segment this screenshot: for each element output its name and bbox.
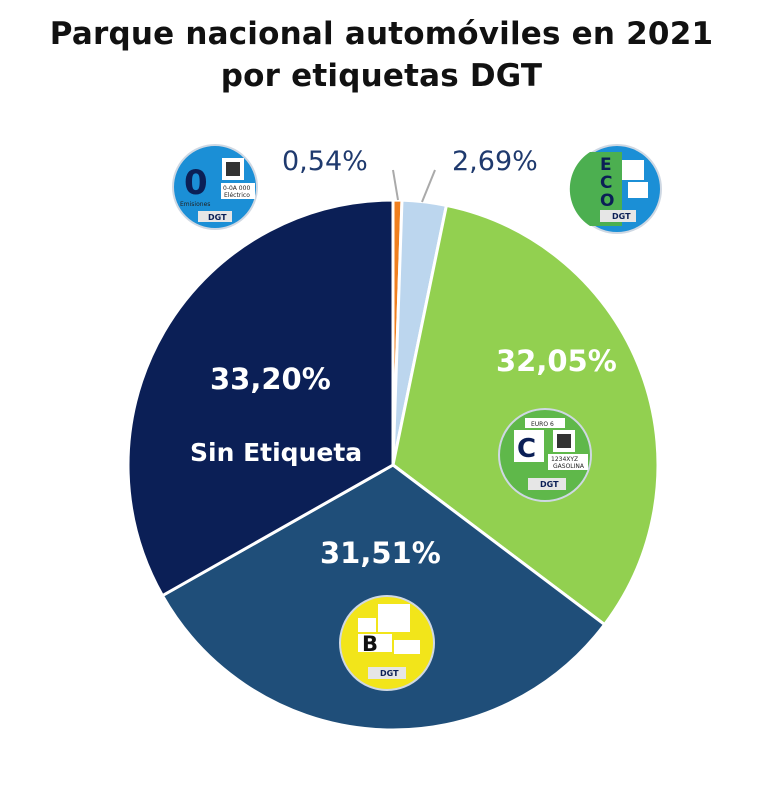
b-badge-brand: DGT — [380, 669, 399, 678]
slice-label-sin: 33,20% — [210, 362, 331, 396]
slice-label-c: 32,05% — [496, 344, 617, 378]
eco-badge-e: E — [600, 155, 612, 175]
eco-badge-brand: DGT — [612, 212, 631, 221]
c-badge-top: EURO 6 — [531, 421, 554, 428]
chart-title: Parque nacional automóviles en 2021 — [49, 16, 714, 52]
dgt-eco-badge-icon: E C O DGT — [569, 144, 662, 234]
dgt-c-badge-icon: EURO 6 C 1234XYZ GASOLINA DGT — [498, 408, 592, 502]
c-badge-fuel: GASOLINA — [553, 463, 585, 470]
slice-name-sin: Sin Etiqueta — [190, 438, 362, 467]
zero-badge-letter: 0 — [184, 163, 208, 203]
pie-slice-sin-etiqueta — [126, 198, 395, 598]
leader-line-zero — [392, 169, 399, 201]
zero-badge-sub: Eléctrico — [224, 192, 250, 199]
dgt-zero-badge-icon: 0 0-0A 000 Eléctrico Emisiones DGT — [172, 144, 258, 230]
slice-label-b: 31,51% — [320, 536, 441, 570]
slice-label-eco: 2,69% — [452, 146, 538, 177]
leader-line-eco — [421, 169, 436, 203]
c-badge-letter: C — [517, 434, 536, 464]
slice-label-zero: 0,54% — [282, 146, 368, 177]
c-badge-brand: DGT — [540, 480, 559, 489]
eco-badge-o: O — [600, 191, 614, 211]
eco-badge-c: C — [600, 173, 612, 193]
dgt-b-badge-icon: B DGT — [339, 595, 435, 691]
zero-badge-caption: Emisiones — [180, 201, 210, 208]
chart-subtitle: por etiquetas DGT — [220, 58, 543, 94]
b-badge-letter: B — [362, 632, 378, 656]
c-badge-plate: 1234XYZ — [551, 456, 578, 463]
zero-badge-brand: DGT — [208, 213, 227, 222]
zero-badge-code: 0-0A 000 — [223, 185, 250, 192]
